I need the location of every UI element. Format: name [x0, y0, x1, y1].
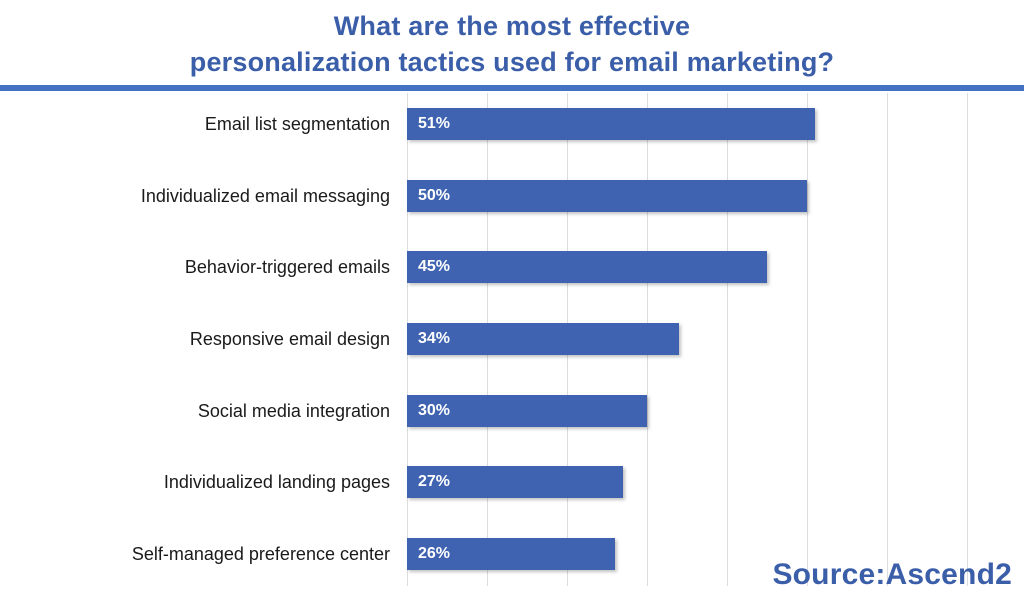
bar: 50% — [407, 180, 807, 212]
bar: 51% — [407, 108, 815, 140]
bar-value-label: 30% — [418, 402, 451, 419]
bar-value-label: 27% — [418, 473, 451, 490]
bar-value-label: 50% — [418, 187, 451, 204]
category-label: Behavior-triggered emails — [184, 256, 390, 277]
bar-row: Responsive email design 34% — [0, 323, 1024, 355]
chart-title-line2: personalization tactics used for email m… — [189, 47, 835, 77]
category-label: Social media integration — [197, 400, 390, 421]
bar: 27% — [407, 466, 623, 498]
bar-row: Social media integration 30% — [0, 395, 1024, 427]
bar-value-label: 51% — [418, 115, 451, 132]
bar-value-label: 45% — [418, 258, 451, 275]
category-label: Responsive email design — [189, 328, 390, 349]
category-label: Self-managed preference center — [131, 543, 390, 564]
bar: 30% — [407, 395, 647, 427]
source-attribution: Source:Ascend2 — [772, 558, 1012, 591]
gridline — [967, 93, 968, 586]
chart-title: What are the most effective personalizat… — [0, 8, 1024, 80]
gridline — [807, 93, 808, 586]
chart-title-line1: What are the most effective — [333, 11, 691, 41]
bar: 45% — [407, 251, 767, 283]
bar-value-label: 26% — [418, 545, 451, 562]
bar: 34% — [407, 323, 679, 355]
bar: 26% — [407, 538, 615, 570]
bar-row: Individualized landing pages 27% — [0, 466, 1024, 498]
category-label: Individualized landing pages — [163, 471, 390, 492]
bar-row: Email list segmentation 51% — [0, 108, 1024, 140]
bar-row: Individualized email messaging 50% — [0, 180, 1024, 212]
gridline — [727, 93, 728, 586]
gridline — [887, 93, 888, 586]
bar-value-label: 34% — [418, 330, 451, 347]
category-label: Email list segmentation — [204, 113, 390, 134]
category-label: Individualized email messaging — [140, 185, 390, 206]
header-divider — [0, 85, 1024, 91]
bar-row: Behavior-triggered emails 45% — [0, 251, 1024, 283]
bar-row: Self-managed preference center 26% — [0, 538, 1024, 570]
